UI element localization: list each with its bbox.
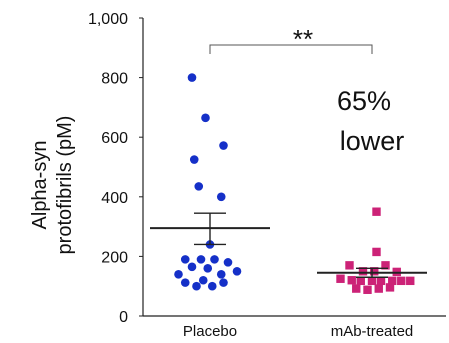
data-point-placebo: [174, 269, 183, 279]
significance-bracket: **: [209, 24, 373, 54]
y-tick-label: 600: [101, 130, 128, 147]
data-point-mab-treated: [397, 276, 406, 286]
data-point-placebo: [210, 255, 219, 264]
data-point-placebo: [219, 141, 228, 150]
data-point-placebo: [198, 275, 208, 285]
data-point-placebo: [194, 182, 204, 191]
data-point-mab-treated: [345, 261, 354, 270]
data-point-placebo: [216, 192, 226, 202]
y-ticks: 0 200 400 600 800 1,000: [88, 11, 143, 326]
data-point-placebo: [203, 264, 213, 273]
data-point-mab-treated: [385, 283, 395, 292]
y-axis-label-line-2: protofibrils (pM): [54, 116, 76, 255]
mean-sem-bars: [150, 212, 427, 278]
data-point-mab-treated: [381, 261, 390, 270]
data-point-mab-treated: [372, 247, 381, 257]
y-axis-label-line-1: Alpha-syn: [29, 141, 51, 230]
data-point-placebo: [201, 113, 210, 123]
data-point-mab-treated: [388, 276, 397, 286]
data-point-placebo: [180, 255, 190, 264]
x-categories: Placebo mAb-treated: [183, 323, 413, 340]
data-point-mab-treated: [352, 284, 361, 293]
data-point-mab-treated: [406, 276, 415, 286]
data-point-placebo: [223, 258, 233, 267]
data-point-mab-treated: [358, 267, 368, 276]
data-point-placebo: [180, 278, 190, 287]
data-point-mab-treated: [356, 276, 365, 286]
data-point-mab-treated: [372, 207, 381, 216]
data-point-placebo: [219, 278, 228, 287]
y-axis-label: Alpha-syn protofibrils (pM): [29, 116, 76, 255]
data-point-placebo: [192, 281, 201, 291]
annotation-word: lower: [340, 126, 405, 156]
x-category-placebo: Placebo: [183, 323, 237, 340]
data-point-placebo: [187, 73, 197, 82]
data-point-placebo: [232, 267, 242, 276]
data-point-mab-treated: [363, 285, 372, 294]
data-point-placebo: [207, 281, 217, 291]
data-point-mab-treated: [336, 274, 345, 283]
significance-bracket-line: [209, 44, 373, 54]
y-tick-label: 1,000: [88, 11, 128, 28]
data-point-placebo: [216, 269, 226, 279]
data-point-mab-treated: [374, 284, 383, 293]
data-point-placebo: [196, 255, 206, 264]
axes: [142, 18, 446, 317]
significance-stars: **: [293, 24, 313, 54]
data-points: [174, 73, 415, 294]
data-point-mab-treated: [370, 267, 379, 276]
y-tick-label: 200: [101, 249, 128, 266]
y-tick-label: 400: [101, 190, 128, 207]
y-tick-label: 800: [101, 71, 128, 88]
data-point-mab-treated: [367, 276, 377, 286]
y-tick-label: 0: [119, 309, 128, 326]
reduction-annotation: 65% lower: [337, 86, 404, 156]
x-category-mab-treated: mAb-treated: [331, 323, 414, 340]
data-point-placebo: [187, 262, 197, 272]
data-point-mab-treated: [376, 276, 386, 286]
data-point-placebo: [189, 155, 199, 164]
data-point-mab-treated: [347, 276, 356, 285]
annotation-percent: 65%: [337, 86, 391, 116]
